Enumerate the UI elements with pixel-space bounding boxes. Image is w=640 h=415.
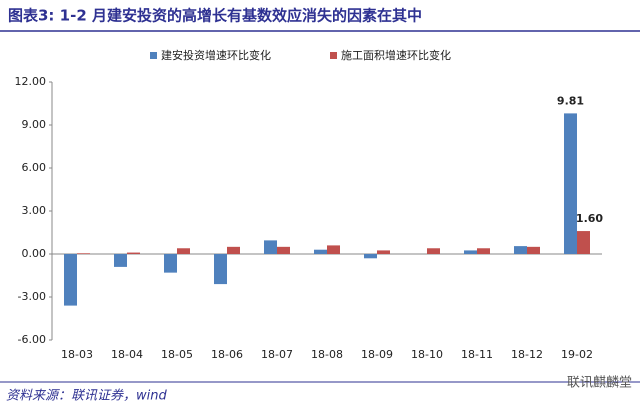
- x-tick-label: 18-06: [211, 348, 243, 361]
- y-tick-label: 0.00: [22, 247, 47, 260]
- bar: [164, 254, 177, 273]
- bar: [427, 248, 440, 254]
- legend-swatch: [150, 52, 157, 59]
- y-tick-label: 9.00: [22, 118, 47, 131]
- x-tick-label: 18-05: [161, 348, 193, 361]
- bar: [577, 231, 590, 254]
- x-tick-label: 19-02: [561, 348, 593, 361]
- x-tick-label: 18-11: [461, 348, 493, 361]
- bar: [64, 254, 77, 306]
- bar: [564, 113, 577, 254]
- bar: [327, 245, 340, 254]
- bar: [277, 246, 290, 254]
- y-tick-label: 3.00: [22, 204, 47, 217]
- bar: [214, 254, 227, 285]
- y-tick-label: -3.00: [18, 290, 46, 303]
- x-tick-label: 18-08: [311, 348, 343, 361]
- bar: [464, 250, 477, 254]
- y-tick-label: -6.00: [18, 333, 46, 346]
- bar: [264, 240, 277, 254]
- chart-title: 图表3: 1-2 月建安投资的高增长有基数效应消失的因素在其中: [8, 7, 422, 25]
- legend-label: 建安投资增速环比变化: [161, 48, 271, 62]
- source-note: 资料来源：联讯证券，wind: [6, 389, 167, 404]
- y-tick-label: 6.00: [22, 161, 47, 174]
- bar: [527, 246, 540, 254]
- bar: [114, 254, 127, 267]
- watermark: 联讯麒麟堂: [567, 375, 632, 391]
- bar: [377, 250, 390, 254]
- bar: [514, 246, 527, 254]
- bar: [314, 249, 327, 254]
- legend-label: 施工面积增速环比变化: [341, 48, 451, 62]
- x-tick-label: 18-07: [261, 348, 293, 361]
- bar: [227, 246, 240, 254]
- x-tick-label: 18-12: [511, 348, 543, 361]
- value-label: 1.60: [576, 212, 603, 225]
- x-tick-label: 18-09: [361, 348, 393, 361]
- bar: [77, 253, 90, 254]
- y-tick-label: 12.00: [15, 75, 47, 88]
- bar: [364, 254, 377, 259]
- bar: [477, 248, 490, 254]
- bar: [177, 248, 190, 254]
- x-tick-label: 18-03: [61, 348, 93, 361]
- x-tick-label: 18-10: [411, 348, 443, 361]
- bar: [127, 252, 140, 254]
- value-label: 9.81: [557, 94, 584, 107]
- legend-swatch: [330, 52, 337, 59]
- x-tick-label: 18-04: [111, 348, 143, 361]
